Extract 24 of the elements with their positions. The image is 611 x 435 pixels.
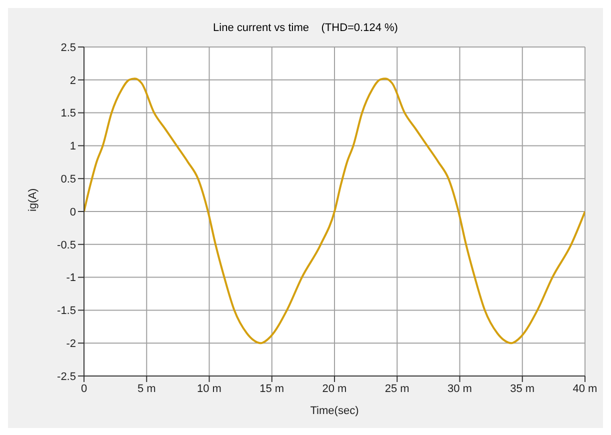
y-axis-title: ig(A) (26, 188, 39, 212)
x-tick-label: 0 (80, 382, 88, 395)
y-tick-label: 1.5 (60, 108, 76, 120)
y-tick-label: 2 (70, 74, 76, 87)
x-tick-label: 30 m (448, 382, 472, 395)
x-axis-title: Time(sec) (310, 405, 359, 417)
y-tick-label: 0.5 (60, 174, 76, 186)
x-tick-label: 10 m (197, 382, 222, 395)
x-tick-label: 25 m (384, 382, 410, 395)
y-tick-label: 0 (70, 206, 76, 218)
x-tick-label: 15 m (260, 382, 284, 395)
y-tick-label: -0.5 (57, 239, 76, 252)
x-tick-label: 5 m (137, 382, 156, 395)
x-tick-label: 20 m (322, 382, 347, 395)
y-tick-label: -2 (66, 338, 76, 350)
line-series (84, 78, 585, 344)
y-tick-label: 1 (70, 140, 76, 153)
x-tick-label: 35 m (510, 382, 535, 395)
y-tick-label: -1.5 (57, 305, 76, 318)
y-tick-label: -2.5 (57, 370, 76, 383)
chart-title: Line current vs time (THD=0.124 %) (212, 22, 399, 34)
y-tick-label: 2.5 (60, 42, 76, 54)
x-tick-label: 40 m (572, 382, 598, 395)
y-tick-label: -1 (66, 272, 76, 284)
